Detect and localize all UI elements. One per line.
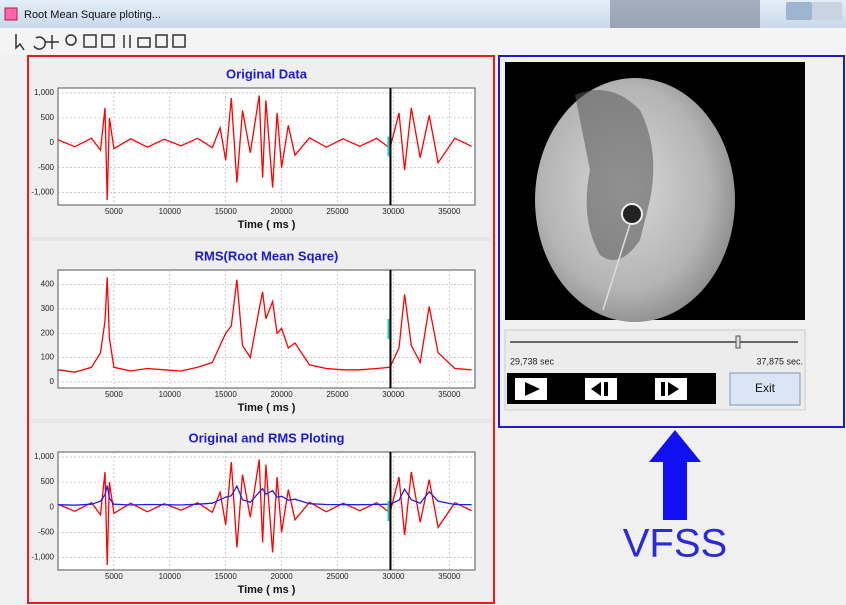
x-tick-label: 35000 bbox=[438, 207, 461, 216]
x-axis-label: Time ( ms ) bbox=[238, 402, 296, 414]
x-tick-label: 20000 bbox=[270, 207, 293, 216]
y-tick-label: -500 bbox=[38, 163, 55, 172]
exit-label: Exit bbox=[755, 381, 776, 395]
video-button-icons bbox=[515, 378, 687, 400]
x-tick-label: 15000 bbox=[215, 207, 238, 216]
y-tick-label: 200 bbox=[41, 328, 55, 337]
video-slider-thumb[interactable] bbox=[736, 336, 740, 348]
x-tick-label: 30000 bbox=[382, 207, 405, 216]
app-icon bbox=[5, 8, 17, 20]
x-tick-label: 35000 bbox=[438, 390, 461, 399]
video-xray-marker bbox=[622, 204, 642, 224]
x-axis-label: Time ( ms ) bbox=[238, 219, 296, 231]
x-tick-label: 5000 bbox=[105, 207, 123, 216]
y-tick-label: 0 bbox=[50, 377, 55, 386]
x-tick-label: 15000 bbox=[215, 390, 238, 399]
y-tick-label: 400 bbox=[41, 280, 55, 289]
plot-area bbox=[58, 270, 475, 388]
y-tick-label: 0 bbox=[50, 502, 55, 511]
x-tick-label: 10000 bbox=[159, 207, 182, 216]
x-tick-label: 25000 bbox=[326, 390, 349, 399]
chart-title: Original and RMS Ploting bbox=[189, 430, 345, 445]
y-tick-label: 500 bbox=[41, 477, 55, 486]
y-tick-label: 1,000 bbox=[34, 452, 55, 461]
video-position: 29,738 sec bbox=[510, 356, 555, 366]
y-tick-label: 100 bbox=[41, 353, 55, 362]
chart-title: Original Data bbox=[226, 66, 308, 81]
title-bar-shade bbox=[610, 0, 760, 28]
x-tick-label: 5000 bbox=[105, 390, 123, 399]
y-tick-label: 500 bbox=[41, 113, 55, 122]
y-tick-label: 0 bbox=[50, 138, 55, 147]
y-tick-label: -500 bbox=[38, 527, 55, 536]
x-tick-label: 10000 bbox=[159, 572, 182, 581]
x-tick-label: 25000 bbox=[326, 572, 349, 581]
x-tick-label: 15000 bbox=[215, 572, 238, 581]
x-axis-label: Time ( ms ) bbox=[238, 584, 296, 596]
y-tick-label: 1,000 bbox=[34, 88, 55, 97]
y-tick-label: -1,000 bbox=[31, 553, 54, 562]
x-tick-label: 25000 bbox=[326, 207, 349, 216]
toolbar bbox=[0, 28, 846, 55]
window-title: Root Mean Square ploting... bbox=[24, 9, 161, 21]
x-tick-label: 5000 bbox=[105, 572, 123, 581]
app-window: Root Mean Square ploting... Original Dat… bbox=[0, 0, 846, 605]
x-tick-label: 30000 bbox=[382, 572, 405, 581]
minimize-button[interactable] bbox=[786, 2, 812, 20]
x-tick-label: 35000 bbox=[438, 572, 461, 581]
y-tick-label: -1,000 bbox=[31, 188, 54, 197]
close-button[interactable] bbox=[812, 2, 842, 20]
x-tick-label: 20000 bbox=[270, 572, 293, 581]
video-duration: 37,875 sec. bbox=[756, 356, 803, 366]
annotation: VFSS bbox=[623, 522, 727, 566]
x-tick-label: 10000 bbox=[159, 390, 182, 399]
chart-title: RMS(Root Mean Sqare) bbox=[195, 248, 339, 263]
y-tick-label: 300 bbox=[41, 304, 55, 313]
x-tick-label: 30000 bbox=[382, 390, 405, 399]
x-tick-label: 20000 bbox=[270, 390, 293, 399]
